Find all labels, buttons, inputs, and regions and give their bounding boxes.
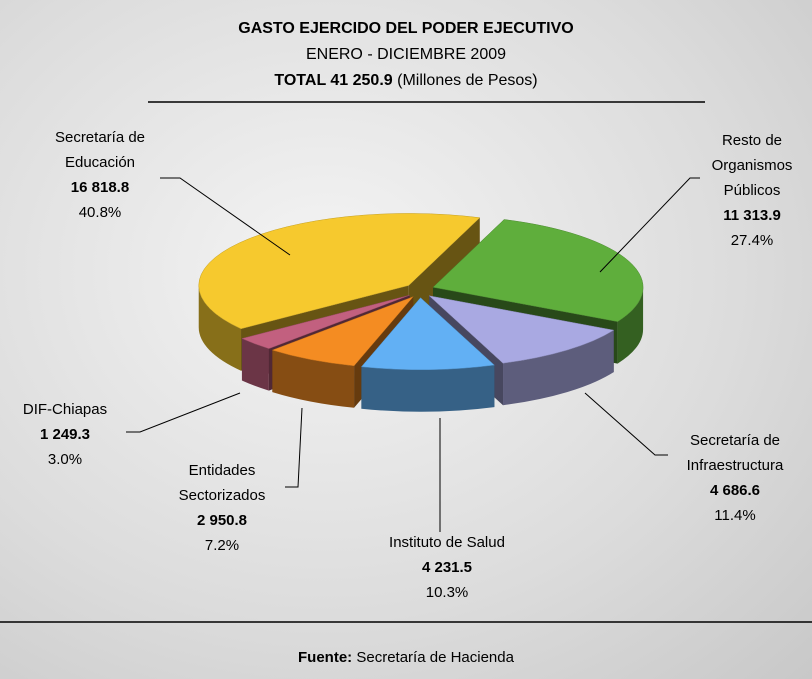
- slice-side: [617, 287, 644, 364]
- percent-label: 27.4%: [730, 232, 774, 249]
- leader-line: [285, 407, 303, 488]
- value-label: 4 231.5: [421, 559, 473, 576]
- slice-side: [241, 338, 269, 391]
- leader-lines: [126, 177, 700, 532]
- category-label: Entidades Sectorizados: [178, 462, 266, 504]
- value-label: 1 249.3: [39, 426, 91, 443]
- leader-line: [126, 392, 241, 433]
- pie: [198, 213, 644, 412]
- category-label: DIF-Chiapas: [22, 401, 108, 418]
- category-label: Secretaría de Educación: [54, 129, 146, 171]
- slice-label: DIF-Chiapas 1 249.3 3.0%: [23, 397, 107, 472]
- percent-label: 11.4%: [714, 507, 756, 524]
- slice-side: [503, 330, 614, 406]
- slice-label: Resto de Organismos Públicos 11 313.9 27.4…: [702, 128, 802, 253]
- slice-side: [198, 285, 242, 371]
- slice: [271, 296, 414, 367]
- leader-line: [599, 177, 700, 273]
- percent-label: 10.3%: [425, 584, 469, 601]
- slice: [241, 294, 410, 349]
- slice-side: [272, 350, 355, 408]
- value-label: 2 950.8: [196, 512, 248, 529]
- percent-label: 3.0%: [47, 451, 83, 468]
- total-line: TOTAL 41 250.9 (Millones de Pesos): [274, 72, 537, 89]
- chart-title: GASTO EJERCIDO DEL PODER EJECUTIVO: [238, 20, 573, 37]
- slice-wall: [408, 217, 480, 328]
- leader-line: [584, 392, 668, 456]
- value-label: 16 818.8: [70, 179, 130, 196]
- value-label: 11 313.9: [723, 207, 781, 224]
- slice-side: [361, 365, 495, 412]
- units: (Millones de Pesos): [397, 72, 538, 89]
- slice-label: Secretaría de Infraestructura 4 686.6 11.4…: [673, 428, 798, 528]
- chart-subtitle: ENERO - DICIEMBRE 2009: [306, 46, 506, 63]
- value-label: 4 686.6: [709, 482, 761, 499]
- source: Secretaría de Hacienda: [356, 649, 514, 666]
- slice: [432, 219, 644, 322]
- total: TOTAL 41 250.9: [274, 72, 392, 89]
- source-label: Fuente:: [298, 649, 352, 666]
- slice-label: Instituto de Salud 4 231.5 10.3%: [389, 530, 505, 605]
- slice: [360, 297, 495, 370]
- leader-line: [160, 177, 291, 256]
- slice-label: Secretaría de Educación 16 818.8 40.8%: [40, 125, 160, 225]
- slice: [428, 295, 615, 364]
- slice-label: Entidades Sectorizados 2 950.8 7.2%: [170, 458, 275, 558]
- percent-label: 40.8%: [78, 204, 122, 221]
- source-line: Fuente: Secretaría de Hacienda: [298, 649, 515, 666]
- slice: [198, 213, 481, 330]
- category-label: Resto de Organismos Públicos: [711, 132, 793, 199]
- category-label: Secretaría de Infraestructura: [686, 432, 784, 474]
- percent-label: 7.2%: [204, 537, 240, 554]
- category-label: Instituto de Salud: [389, 534, 505, 551]
